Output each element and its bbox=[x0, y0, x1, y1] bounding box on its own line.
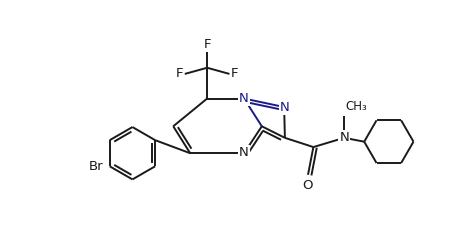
Text: N: N bbox=[239, 92, 249, 105]
Text: F: F bbox=[176, 67, 183, 80]
Text: O: O bbox=[303, 179, 313, 192]
Text: CH₃: CH₃ bbox=[345, 100, 367, 113]
Text: Br: Br bbox=[89, 160, 104, 173]
Text: N: N bbox=[239, 146, 249, 159]
Text: F: F bbox=[231, 67, 239, 80]
Text: N: N bbox=[339, 131, 349, 144]
Text: F: F bbox=[203, 38, 211, 51]
Text: N: N bbox=[280, 100, 290, 113]
